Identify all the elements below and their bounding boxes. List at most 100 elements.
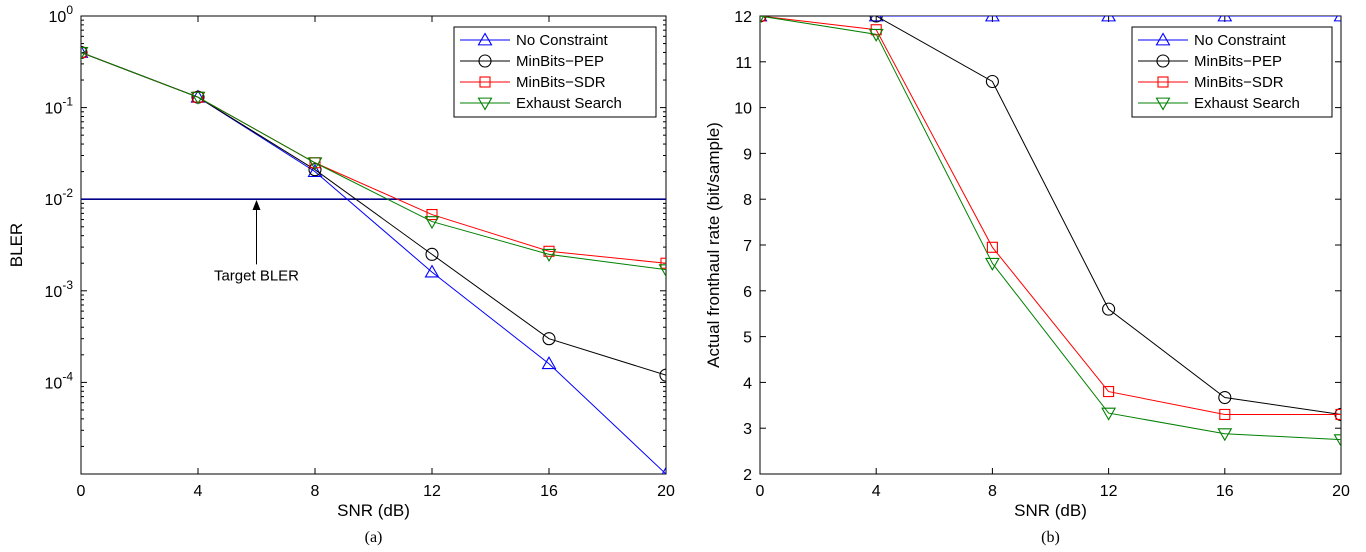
data-point-marker xyxy=(661,466,666,474)
data-point-marker xyxy=(1103,386,1115,398)
data-point-marker xyxy=(1102,302,1116,316)
x-tick-label: 8 xyxy=(311,483,320,500)
data-point-marker xyxy=(424,264,440,278)
y-tick-label: 10-3 xyxy=(45,278,74,301)
x-tick-label: 4 xyxy=(194,483,203,500)
y-tick-base: 10 xyxy=(45,101,63,118)
panel-caption: (a) xyxy=(365,529,383,546)
panel-caption: (b) xyxy=(1041,529,1060,546)
data-point-marker xyxy=(985,74,999,89)
y-tick-label: 2 xyxy=(743,467,752,484)
data-point-marker xyxy=(542,332,556,346)
y-tick-label: 8 xyxy=(743,192,752,209)
y-tick-base: 10 xyxy=(45,192,63,209)
y-tick-label: 10-2 xyxy=(45,186,74,209)
data-point-marker xyxy=(984,257,1000,271)
plot-area-frame xyxy=(80,15,667,475)
annotation-label: Target BLER xyxy=(214,267,299,284)
legend-swatch-marker xyxy=(477,32,493,46)
data-point-marker xyxy=(1335,408,1341,421)
y-tick-label: 12 xyxy=(734,9,752,26)
data-point-marker xyxy=(307,164,323,178)
y-tick-exponent: -3 xyxy=(62,278,73,292)
legend-swatch-marker xyxy=(477,97,493,111)
data-point-marker xyxy=(308,163,322,177)
y-tick-label: 5 xyxy=(743,330,752,347)
data-point-marker xyxy=(984,16,1000,22)
data-point-marker xyxy=(1101,16,1117,22)
data-point-marker xyxy=(424,216,440,230)
data-point-marker xyxy=(869,16,883,23)
x-tick-label: 0 xyxy=(77,483,86,500)
y-tick-exponent: -4 xyxy=(62,369,73,383)
legend-swatch-marker xyxy=(1157,76,1169,88)
data-point-marker xyxy=(986,241,998,253)
data-point-marker xyxy=(659,368,666,382)
data-point-marker xyxy=(868,28,884,42)
data-point-marker xyxy=(81,47,89,61)
y-tick-exponent: 0 xyxy=(66,3,73,17)
legend-entry-label: MinBits−PEP xyxy=(1194,53,1282,70)
y-tick-label: 9 xyxy=(743,146,752,163)
annotation-arrow-head xyxy=(252,200,261,211)
series-line xyxy=(760,16,1341,415)
legend-entry-label: MinBits−SDR xyxy=(516,74,606,91)
series-line xyxy=(760,16,1341,415)
data-point-marker xyxy=(426,208,438,221)
y-tick-base: 10 xyxy=(49,9,67,26)
legend: No Constraint MinBits−PEP MinBits−SDR Exhau… xyxy=(1131,26,1333,118)
x-tick-label: 20 xyxy=(657,483,675,500)
y-axis-label: BLER xyxy=(7,223,26,267)
legend-entry-label: Exhaust Search xyxy=(516,95,622,112)
data-point-marker xyxy=(1218,390,1232,405)
x-tick-label: 20 xyxy=(1332,483,1350,500)
legend-swatch-marker xyxy=(1155,97,1171,111)
y-tick-label: 11 xyxy=(735,55,752,72)
legend-entry-label: MinBits−SDR xyxy=(1194,74,1284,91)
y-tick-base: 10 xyxy=(45,284,63,301)
data-point-marker xyxy=(81,46,87,59)
data-point-marker xyxy=(1219,408,1231,421)
x-tick-label: 12 xyxy=(423,483,441,500)
data-point-marker xyxy=(1333,434,1341,448)
y-tick-exponent: -2 xyxy=(62,186,73,200)
legend-swatch-marker xyxy=(479,76,491,88)
x-tick-label: 8 xyxy=(988,483,997,500)
legend-swatch-marker xyxy=(478,54,492,68)
series-line xyxy=(81,51,666,271)
legend-box xyxy=(453,26,657,118)
y-tick-label: 100 xyxy=(49,3,74,26)
data-point-marker xyxy=(1217,428,1233,442)
data-point-marker xyxy=(307,157,323,171)
legend-entry-label: MinBits−PEP xyxy=(516,53,604,70)
data-point-marker xyxy=(81,45,88,59)
series-layer xyxy=(760,16,1341,448)
data-point-marker xyxy=(868,16,884,22)
y-tick-label: 6 xyxy=(743,284,752,301)
legend-swatch-marker xyxy=(1156,54,1170,68)
y-tick-label: 10-1 xyxy=(45,95,74,118)
y-axis-label: Actual fronthaul rate (bit/sample) xyxy=(704,122,723,368)
data-point-marker xyxy=(660,257,666,269)
x-axis-label: SNR (dB) xyxy=(337,501,410,520)
x-tick-label: 4 xyxy=(872,483,881,500)
x-tick-label: 12 xyxy=(1100,483,1118,500)
data-point-marker xyxy=(190,91,206,105)
series-layer xyxy=(81,44,666,474)
data-point-marker xyxy=(425,247,439,261)
x-axis-label: SNR (dB) xyxy=(1014,501,1087,520)
y-tick-label: 7 xyxy=(743,238,752,255)
y-tick-label: 4 xyxy=(743,375,752,392)
y-tick-exponent: -1 xyxy=(62,95,73,109)
x-tick-label: 16 xyxy=(1216,483,1234,500)
data-point-marker xyxy=(541,248,557,262)
data-point-marker xyxy=(658,264,666,278)
legend-entry-label: Exhaust Search xyxy=(1194,95,1300,112)
legend: No Constraint MinBits−PEP MinBits−SDR Exhau… xyxy=(453,26,657,118)
series-line xyxy=(760,16,1341,441)
data-point-marker xyxy=(81,44,89,58)
legend-entry-label: No Constraint xyxy=(516,32,609,49)
data-point-marker xyxy=(760,16,765,24)
